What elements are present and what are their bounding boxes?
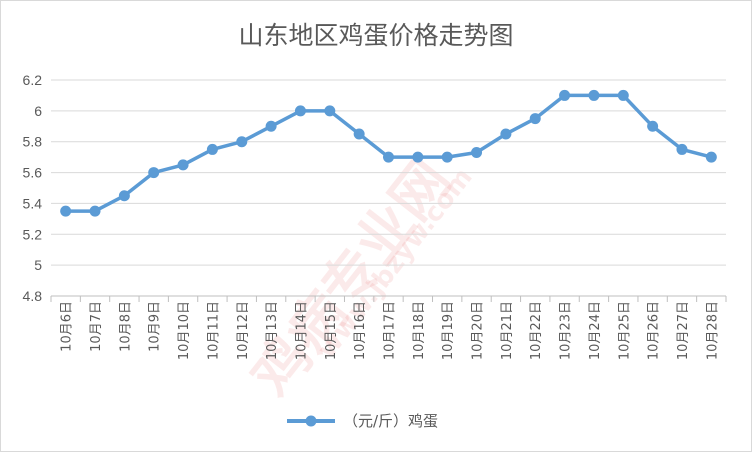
x-tick-label: 10月9日	[148, 301, 163, 352]
data-point	[324, 105, 336, 117]
watermark: 鸡病专业网 www.jbzyw.com	[240, 148, 479, 409]
data-point	[206, 143, 218, 155]
legend: （元/斤）鸡蛋	[287, 412, 438, 430]
x-tick-label: 10月15日	[324, 301, 339, 360]
data-point	[236, 136, 248, 148]
gridlines	[51, 79, 726, 266]
data-point	[265, 120, 277, 132]
data-point	[705, 151, 717, 163]
x-tick-label: 10月20日	[471, 301, 486, 360]
x-tick-label: 10月12日	[236, 301, 251, 360]
data-point	[60, 205, 72, 217]
y-tick-label: 6.2	[23, 72, 43, 88]
legend-label: （元/斤）鸡蛋	[343, 412, 438, 430]
y-tick-label: 5.2	[23, 226, 43, 242]
x-axis: 10月6日 10月7日 10月8日 10月9日 10月10日 10月11日 10月12日 10…	[50, 295, 727, 360]
data-point	[676, 143, 688, 155]
legend-marker	[305, 415, 317, 427]
data-point	[441, 151, 453, 163]
data-point	[118, 190, 130, 202]
x-tick-label: 10月26日	[647, 301, 662, 360]
x-tick-label: 10月22日	[529, 301, 544, 360]
x-tick-label: 10月6日	[60, 301, 75, 352]
data-point	[471, 147, 483, 159]
x-tick-label: 10月11日	[206, 301, 221, 360]
x-tick-label: 10月17日	[383, 301, 398, 360]
data-point	[559, 89, 571, 101]
x-tick-label: 10月25日	[617, 301, 632, 360]
x-tick-label: 10月7日	[89, 301, 104, 352]
data-point	[353, 128, 365, 140]
y-tick-label: 6	[34, 103, 42, 119]
y-tick-label: 4.8	[23, 288, 43, 304]
data-point	[177, 159, 189, 171]
chart-title: 山东地区鸡蛋价格走势图	[238, 21, 513, 50]
data-point	[529, 113, 541, 125]
x-tick-label: 10月21日	[500, 301, 515, 360]
x-tick-label: 10月13日	[265, 301, 280, 360]
y-tick-label: 5.8	[23, 134, 43, 150]
data-point	[383, 151, 394, 163]
data-point	[500, 128, 512, 140]
x-tick-label: 10月27日	[676, 301, 691, 360]
y-axis: 4.8 5 5.2 5.4 5.6 5.8 6 6.2	[23, 72, 43, 304]
series-eggs	[60, 89, 717, 217]
x-tick-label: 10月18日	[412, 301, 427, 360]
data-point	[617, 89, 629, 101]
y-tick-label: 5.4	[23, 195, 43, 211]
x-tick-label: 10月24日	[588, 301, 603, 360]
data-point	[89, 205, 101, 217]
x-tick-label: 10月10日	[177, 301, 192, 360]
x-tick-label: 10月16日	[353, 301, 368, 360]
x-tick-label: 10月19日	[441, 301, 456, 360]
y-tick-label: 5	[34, 257, 42, 273]
data-point	[412, 151, 424, 163]
data-point	[148, 167, 160, 179]
y-tick-label: 5.6	[23, 165, 43, 181]
x-tick-label: 10月28日	[705, 301, 720, 360]
watermark-text: 鸡病专业网	[240, 148, 464, 409]
data-point	[588, 89, 600, 101]
x-tick-label: 10月14日	[294, 301, 309, 360]
x-tick-label: 10月23日	[559, 301, 574, 360]
x-tick-label: 10月8日	[118, 301, 133, 352]
data-point	[647, 120, 659, 132]
data-point	[294, 105, 306, 117]
